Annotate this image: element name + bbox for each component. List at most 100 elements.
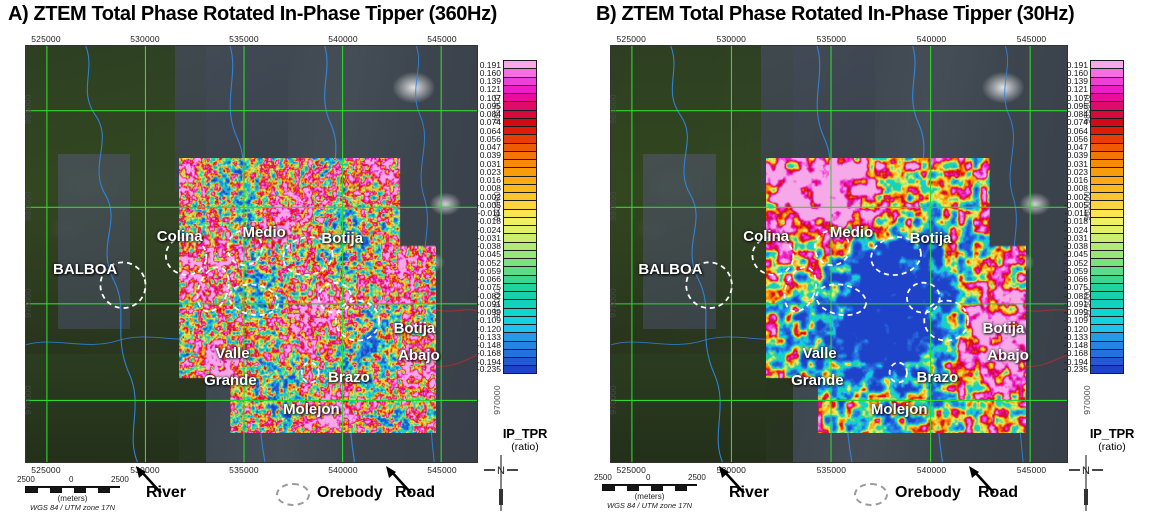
scalebar-units: (meters) [57,494,88,503]
colorbar-tick-label: -0.091 [1063,298,1088,309]
colorbar-title: IP_TPR [502,426,548,441]
colorbar-tick-label: -0.235 [1063,364,1088,375]
panel-a-title: A) ZTEM Total Phase Rotated In-Phase Tip… [8,3,497,25]
x-axis-tick-label: 525000 [616,465,647,475]
colorbar-swatch: -0.148 [477,340,537,350]
scalebar-right-value: 2500 [111,475,129,484]
colorbar-tick-label: -0.059 [1063,265,1088,276]
colorbar-swatch: 0.191 [480,60,537,70]
legend-river: River [729,484,770,501]
colorbar-tick-label: -0.031 [1063,232,1088,243]
colorbar-tick-label: -0.052 [1063,257,1088,268]
x-axis-tick-label: 530000 [716,465,747,475]
map-b[interactable]: BALBOA Colina Medio Botija Botija Abajo Valle G… [610,45,1068,463]
colorbar-swatch: -0.168 [477,348,537,358]
legend-road: Road [395,484,435,501]
colorbar-swatch: -0.018 [477,216,537,226]
colorbar-tick-label: 0.074 [1066,117,1088,128]
colorbar-tick-label: 0.064 [1066,125,1088,136]
colorbar-swatch: 0.064 [480,126,537,136]
x-axis-tick-label: 535000 [816,465,847,475]
x-axis-tick-label: 545000 [1016,465,1047,475]
colorbar-swatch: -0.045 [477,249,537,259]
legend-road: Road [978,484,1018,501]
panel-a: A) ZTEM Total Phase Rotated In-Phase Tip… [8,3,547,512]
colorbar-tick-label: 0.002 [1066,191,1088,202]
colorbar-tick-label: 0.074 [479,117,501,128]
x-axis-tick-label: 530000 [130,34,160,44]
colorbar-swatch: 0.121 [480,84,537,94]
colorbar-swatch: -0.052 [477,258,537,268]
colorbar-tick-label: 0.191 [1066,59,1088,70]
colorbar-tick-label: -0.045 [1063,249,1088,260]
y-axis-tick-label: 980000 [22,191,33,221]
scalebar-right-value: 2500 [688,473,706,482]
colorbar-swatch: -0.082 [1064,291,1124,301]
colorbar-tick-label: 0.160 [1066,67,1088,78]
map-a[interactable]: BALBOA Colina Medio Botija Botija Abajo Valle G… [25,45,478,463]
x-axis-tick-label: 540000 [328,34,358,44]
colorbar-swatch: -0.235 [477,364,537,374]
colorbar-swatch: -0.059 [477,266,537,276]
colorbar-swatch: -0.038 [1064,241,1124,251]
colorbar-swatch: -0.082 [477,291,537,301]
north-arrow-b: N [1063,455,1109,518]
colorbar-tick-label: -0.066 [476,274,501,285]
x-axis-tick-label: 540000 [916,465,947,475]
colorbar-units: (ratio) [1098,441,1126,453]
colorbar-tick-label: -0.194 [476,356,501,367]
colorbar-tick-label: 0.160 [479,67,501,78]
colorbar-tick-label: -0.148 [476,340,501,351]
colorbar-tick-label: 0.039 [479,150,501,161]
y-axis-tick-label: 985000 [607,94,618,124]
colorbar-b: 0.191 0.160 0.139 0.121 0.107 0.095 0.084 0.074… [1064,60,1134,453]
colorbar-swatch: -0.075 [477,282,537,292]
colorbar-swatch: -0.194 [1064,357,1124,367]
colorbar-tick-label: -0.133 [1063,331,1088,342]
colorbar-tick-label: -0.120 [1063,323,1088,334]
colorbar-swatch: -0.168 [1064,348,1124,358]
y-axis-tick-label: 970000 [607,385,618,415]
colorbar-swatch: 0.074 [480,117,537,127]
colorbar-tick-label: 0.031 [479,158,501,169]
panel-b-title: B) ZTEM Total Phase Rotated In-Phase Tip… [596,3,1075,25]
colorbar-a: 0.191 0.160 0.139 0.121 0.107 0.095 0.084 0.074… [477,60,547,453]
colorbar-swatch: -0.024 [1064,225,1124,235]
river-arrow-icon [719,466,745,494]
colorbar-tick-label: -0.109 [1063,315,1088,326]
colorbar-swatch: 0.047 [1067,142,1124,152]
y-axis-tick-label: 980000 [607,191,618,221]
colorbar-tick-label: 0.064 [479,125,501,136]
colorbar-tick-label: -0.168 [476,348,501,359]
colorbar-swatch: -0.005 [1064,200,1124,210]
x-axis-tick-label: 530000 [130,465,160,475]
colorbar-tick-label: -0.099 [476,307,501,318]
scalebar-left-value: 2500 [17,475,35,484]
scalebar-units: (meters) [634,492,665,501]
colorbar-swatch: 0.056 [1067,134,1124,144]
colorbar-tick-label: 0.191 [479,59,501,70]
colorbar-swatch: -0.011 [478,208,537,218]
colorbar-swatch: 0.160 [1067,68,1124,78]
colorbar-swatch: -0.091 [1064,299,1124,309]
x-axis-tick-label: 525000 [31,34,61,44]
colorbar-swatch: 0.139 [480,76,537,86]
x-axis-tick-label: 535000 [229,34,259,44]
colorbar-tick-label: 0.047 [479,142,501,153]
colorbar-tick-label: 0.121 [1066,84,1088,95]
colorbar-swatch: 0.107 [1067,93,1124,103]
road-arrow-icon [386,466,412,494]
colorbar-tick-label: -0.005 [476,199,501,210]
x-axis-tick-label: 540000 [328,465,358,475]
scalebar-datum: WGS 84 / UTM zone 17N [606,501,693,510]
colorbar-tick-label: 0.084 [1066,109,1088,120]
colorbar-tick-label: 0.016 [479,175,501,186]
river-arrow-icon [136,466,162,494]
colorbar-tick-label: 0.002 [479,191,501,202]
colorbar-swatch: -0.235 [1064,364,1124,374]
colorbar-swatch: -0.109 [477,315,537,325]
colorbar-swatch: 0.074 [1067,117,1124,127]
colorbar-tick-label: -0.011 [1064,208,1088,219]
scale-bar-a: 2500 0 2500 (meters) WGS 84 / UTM zone 1… [17,475,129,512]
